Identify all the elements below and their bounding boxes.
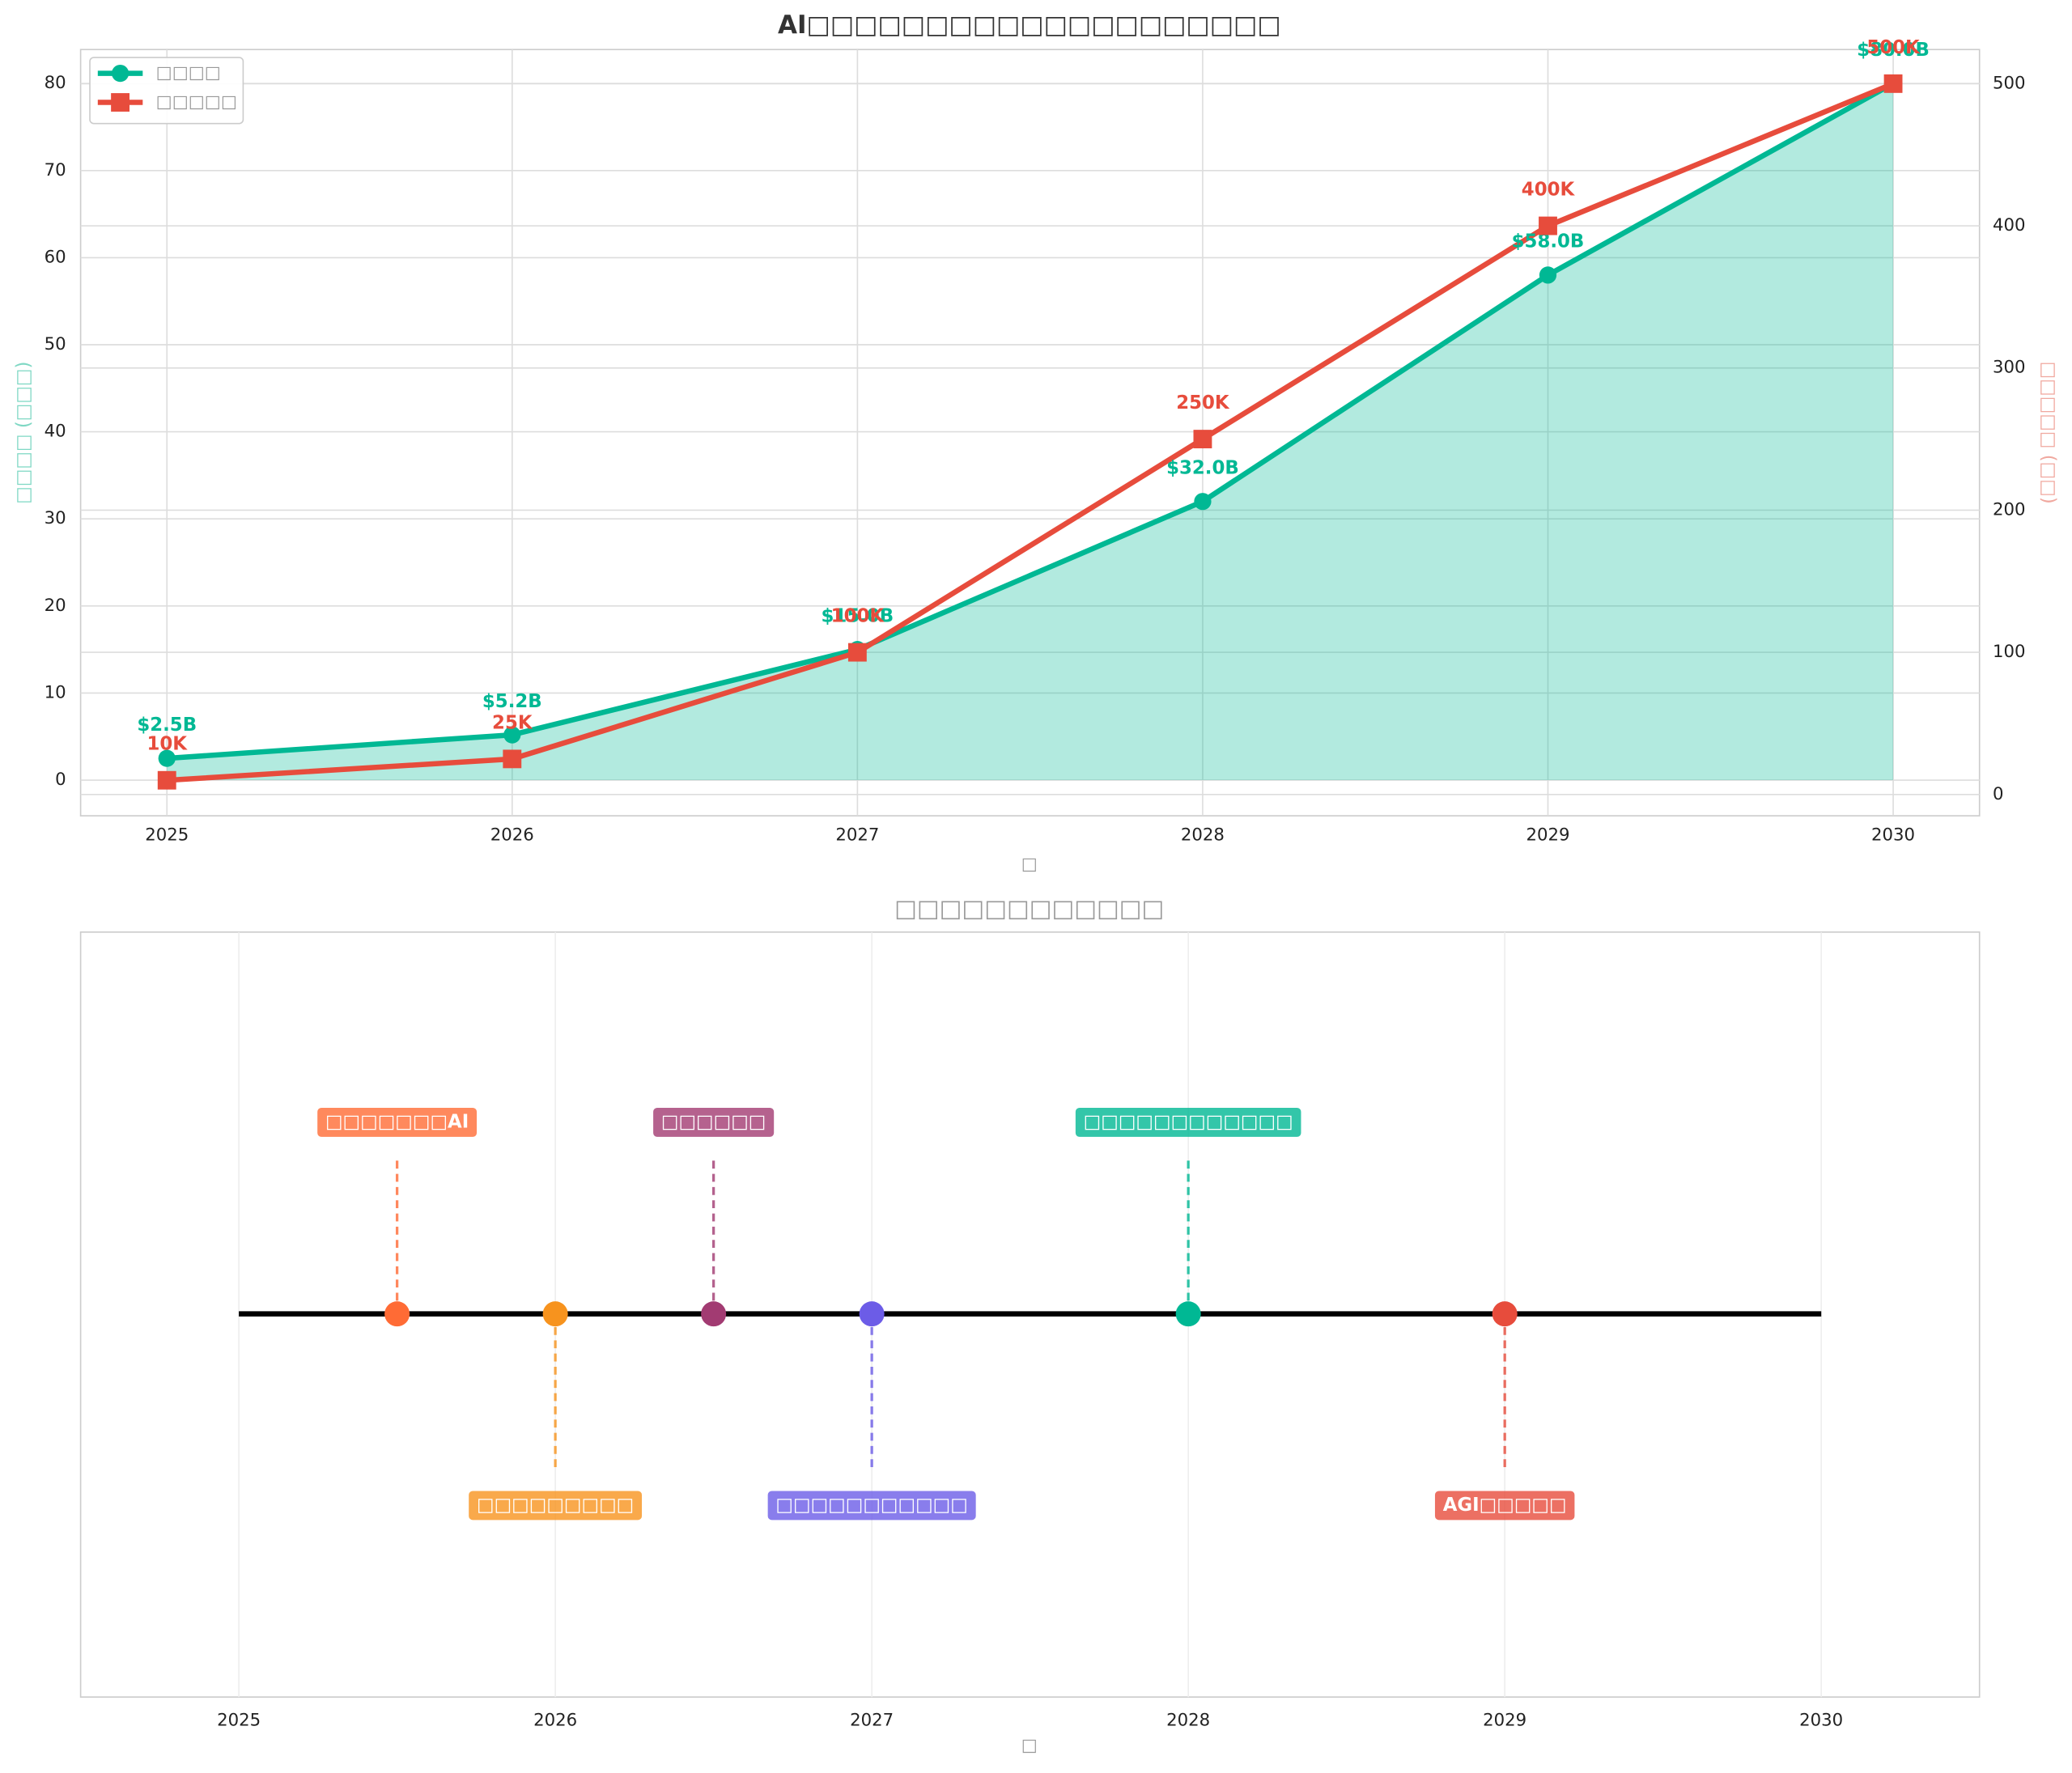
y2-tick-label: 300	[1993, 358, 2026, 378]
data-label: $32.0B	[1166, 457, 1239, 478]
y2-tick-label: 200	[1993, 499, 2026, 520]
x-tick-label: 2026	[533, 1711, 577, 1731]
x-axis-label: □	[1021, 855, 1038, 875]
data-label: 100K	[831, 606, 885, 627]
marker	[1539, 216, 1557, 235]
x-tick-label: 2025	[217, 1711, 261, 1731]
x-tick-label: 2027	[835, 825, 879, 846]
y-tick-label: 40	[45, 422, 66, 442]
x-axis-label: □	[1021, 1736, 1038, 1756]
x-tick-label: 2025	[145, 825, 189, 846]
y-tick-label: 50	[45, 334, 66, 354]
y2-tick-label: 500	[1993, 73, 2026, 93]
data-label: 500K	[1866, 37, 1921, 58]
x-tick-label: 2029	[1483, 1711, 1526, 1731]
chart-title: AI□□□□□□□□□□□□□□□□□□□□	[778, 11, 1281, 40]
data-label: $2.5B	[137, 715, 197, 736]
y-tick-label: 10	[45, 682, 66, 702]
label-box	[1075, 1107, 1301, 1137]
event-text: □□□□□□□□□□□	[775, 1495, 967, 1516]
legend-label: □□□□	[156, 63, 221, 83]
line	[167, 81, 1895, 783]
event-dot	[1175, 1301, 1201, 1327]
marker	[158, 749, 176, 767]
event-text: AGI□□□□□	[1443, 1495, 1567, 1516]
legend-marker	[111, 64, 130, 83]
label-box	[317, 1107, 478, 1137]
event-label: □□□□□□□□□□□□	[1075, 1107, 1301, 1137]
line	[167, 81, 1895, 761]
label-box	[469, 1491, 643, 1521]
event-dot	[542, 1301, 568, 1327]
x-tick-label: 2029	[1526, 825, 1569, 846]
data-label: $5.2B	[482, 691, 542, 712]
event-text: □□□□□□	[661, 1111, 766, 1132]
marker	[503, 726, 521, 744]
y-axis-label: □□□□ (□□□)	[13, 362, 34, 504]
y2-tick-label: 0	[1993, 784, 2004, 804]
event-text: □□□□□□□AI	[325, 1111, 469, 1132]
data-label: 400K	[1522, 179, 1576, 200]
data-label: 25K	[492, 712, 533, 733]
label-box	[653, 1107, 775, 1137]
event-label: □□□□□□	[653, 1107, 775, 1137]
event-label: □□□□□□□□□	[469, 1491, 643, 1521]
y2-tick-label: 100	[1993, 642, 2026, 662]
x-tick-label: 2028	[1181, 825, 1225, 846]
event-label: □□□□□□□□□□□	[767, 1491, 976, 1521]
event-text: □□□□□□□□□	[477, 1495, 634, 1516]
event-dot	[384, 1301, 410, 1327]
x-tick-label: 2026	[490, 825, 534, 846]
event-label: □□□□□□□AI	[317, 1107, 478, 1137]
event-label: AGI□□□□□	[1434, 1491, 1575, 1521]
data-label: 10K	[146, 734, 188, 755]
y-tick-label: 70	[45, 160, 66, 180]
marker	[1193, 430, 1212, 449]
event-dot	[701, 1301, 727, 1327]
y2-axis-label: □□□□□ (□□)	[2038, 362, 2059, 504]
y-tick-label: 0	[55, 770, 66, 790]
y-tick-label: 80	[45, 73, 66, 93]
y-tick-label: 30	[45, 508, 66, 528]
x-tick-label: 2027	[850, 1711, 894, 1731]
label-box	[1434, 1491, 1575, 1521]
marker	[157, 770, 176, 790]
x-tick-label: 2030	[1871, 825, 1915, 846]
area	[167, 83, 1894, 781]
data-label: 250K	[1176, 392, 1230, 414]
data-label: $80.0B	[1857, 40, 1930, 61]
label-box	[767, 1491, 976, 1521]
y-tick-label: 20	[45, 596, 66, 616]
data-label: $15.0B	[822, 605, 894, 626]
legend-marker	[111, 93, 130, 112]
event-dot	[859, 1301, 885, 1327]
y2-tick-label: 400	[1993, 215, 2026, 235]
marker	[503, 749, 522, 769]
marker	[1883, 74, 1903, 93]
event-dot	[1492, 1301, 1518, 1327]
marker	[1194, 493, 1212, 511]
marker	[1539, 266, 1557, 284]
event-text: □□□□□□□□□□□□	[1084, 1111, 1293, 1132]
timeline-title: □□□□□□□□□□□□	[894, 895, 1164, 923]
x-tick-label: 2030	[1799, 1711, 1843, 1731]
x-tick-label: 2028	[1166, 1711, 1210, 1731]
legend-label: □□□□□	[156, 92, 237, 112]
marker	[847, 643, 867, 662]
y-tick-label: 60	[45, 247, 66, 267]
